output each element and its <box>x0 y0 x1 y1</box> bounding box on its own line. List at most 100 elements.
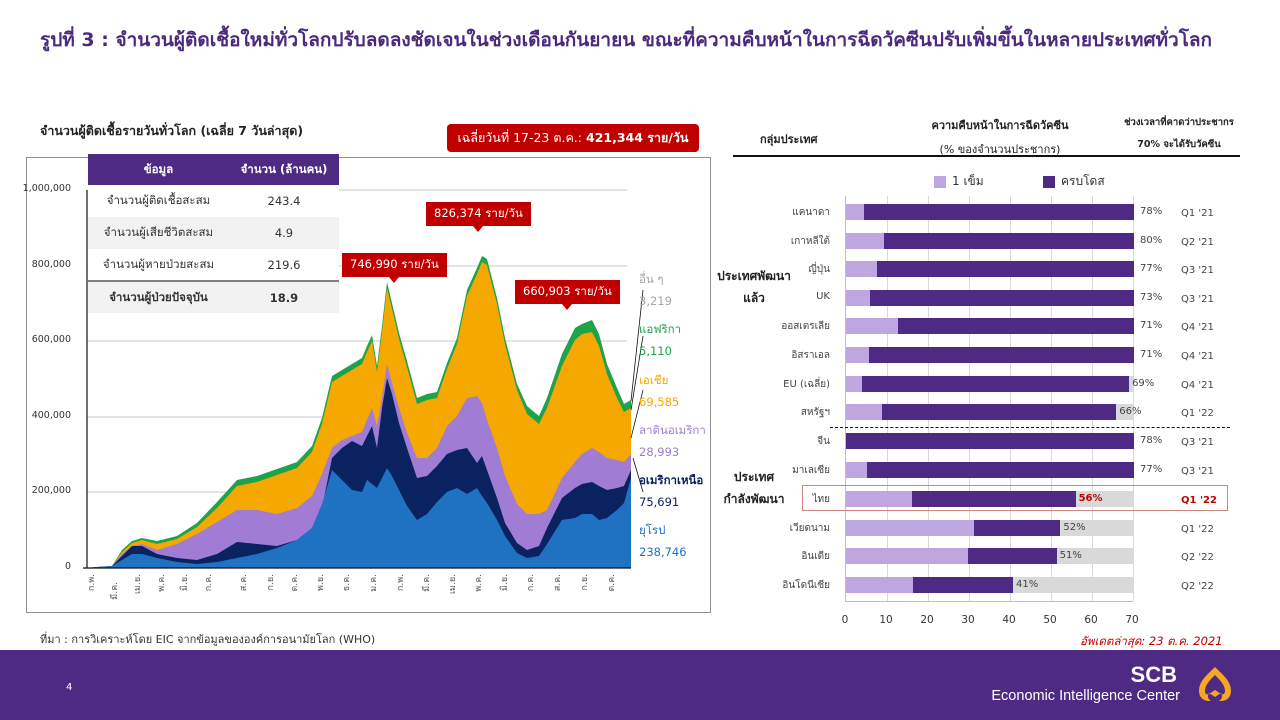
y-tick-200000: 200,000 <box>31 485 71 496</box>
stacked-area-chart <box>83 189 644 569</box>
eta-label: Q3 '21 <box>1181 466 1214 477</box>
y-tick-400000: 400,000 <box>31 410 71 421</box>
x-tick: 70 <box>1125 614 1139 626</box>
legend-swatch-full-dose-icon <box>1043 175 1055 188</box>
x-tick: 30 <box>961 614 975 626</box>
table-row: จำนวนผู้เสียชีวิตสะสม 4.9 <box>88 217 339 249</box>
bar-full-dose <box>866 462 1134 478</box>
legend-swatch-one-dose-icon <box>934 175 946 188</box>
country-label: เกาหลีใต้ <box>790 236 830 247</box>
brand-subtitle: Economic Intelligence Center <box>991 688 1180 704</box>
leader-lines <box>630 289 644 493</box>
region-label-latin-america: ลาตินอเมริกา 28,993 <box>639 423 706 459</box>
country-label: อินเดีย <box>801 551 830 562</box>
table-header-data: ข้อมูล <box>88 154 229 185</box>
bar-total-pct: 56% <box>1078 493 1103 504</box>
header-rule <box>733 155 1240 157</box>
x-tick: 60 <box>1084 614 1098 626</box>
country-label: EU (เฉลี่ย) <box>783 379 830 390</box>
bar-full-dose <box>912 491 1076 507</box>
legend-full-dose: ครบโดส <box>1043 172 1105 191</box>
x-tick: ก.ค. <box>526 574 536 592</box>
bar-row <box>846 404 1134 420</box>
peak-callout-3: 660,903 ราย/วัน <box>515 280 620 310</box>
country-label: ไทย <box>812 494 830 505</box>
bar-total-pct: 69% <box>1132 378 1155 389</box>
group-label-developed: ประเทศพัฒนา แล้ว <box>717 269 791 305</box>
bar-one-dose <box>846 290 870 306</box>
bar-one-dose <box>846 491 913 507</box>
x-tick: ก.พ. <box>396 574 406 592</box>
bar-row <box>846 577 1134 593</box>
eta-label: Q1 '22 <box>1181 495 1217 506</box>
bar-one-dose <box>846 462 867 478</box>
bar-total-pct: 80% <box>1140 235 1163 246</box>
scb-lotus-logo-icon <box>1199 667 1231 701</box>
bar-one-dose <box>846 404 883 420</box>
bar-total-pct: 52% <box>1063 522 1086 533</box>
bar-total-pct: 77% <box>1140 263 1163 274</box>
legend-one-dose: 1 เข็ม <box>934 172 984 191</box>
bar-full-dose <box>884 233 1134 249</box>
bar-total-pct: 51% <box>1059 550 1082 561</box>
bar-row <box>846 233 1134 249</box>
footer-bar: 4 SCB Economic Intelligence Center <box>0 650 1280 720</box>
country-label: เวียดนาม <box>789 523 830 534</box>
eta-label: Q2 '22 <box>1181 552 1214 563</box>
bar-one-dose <box>846 577 914 593</box>
bar-full-dose <box>973 520 1061 536</box>
x-tick: ม.ค. <box>369 574 379 592</box>
y-tick-600000: 600,000 <box>31 334 71 345</box>
country-label: อิสราเอล <box>791 350 830 361</box>
x-tick: ธ.ค. <box>342 574 352 592</box>
peak-callout-2: 826,374 ราย/วัน <box>426 202 531 232</box>
bar-row <box>846 347 1134 363</box>
y-tick-0: 0 <box>64 561 71 572</box>
col-header-eta: ช่วงเวลาที่คาดว่าประชากร 70% จะได้รับวัค… <box>1124 117 1234 150</box>
area-europe <box>87 468 631 568</box>
eta-label: Q1 '22 <box>1181 524 1214 535</box>
y-tick-1000000: 1,000,000 <box>22 183 71 194</box>
eta-label: Q4 '21 <box>1181 322 1214 333</box>
summary-table: ข้อมูล จำนวน (ล้านคน) จำนวนผู้ติดเชื้อสะ… <box>88 154 339 313</box>
bar-total-pct: 78% <box>1140 435 1163 446</box>
eta-label: Q3 '21 <box>1181 265 1214 276</box>
peak-callout-1: 746,990 ราย/วัน <box>342 253 447 283</box>
x-tick: เม.ย. <box>448 574 458 595</box>
left-chart-subtitle: จำนวนผู้ติดเชื้อรายวันทั่วโลก (เฉลี่ย 7 … <box>40 123 304 138</box>
bar-full-dose <box>882 404 1117 420</box>
x-tick: ก.ย. <box>580 574 590 591</box>
bar-full-dose <box>862 376 1130 392</box>
bar-total-pct: 66% <box>1119 406 1142 417</box>
bar-row <box>846 290 1134 306</box>
bar-one-dose <box>846 318 899 334</box>
bar-one-dose <box>846 347 870 363</box>
country-label: มาเลเซีย <box>792 465 830 476</box>
bar-full-dose <box>898 318 1134 334</box>
table-header-amount: จำนวน (ล้านคน) <box>228 154 339 185</box>
daily-cases-chart-frame: 1,000,000 800,000 600,000 400,000 200,00… <box>23 157 711 613</box>
thailand-highlight-box <box>802 485 1228 511</box>
average-badge-value: 421,344 ราย/วัน <box>586 130 689 145</box>
country-label: ออสเตรเลีย <box>781 321 830 332</box>
bar-one-dose <box>846 204 865 220</box>
table-row: จำนวนผู้หายป่วยสะสม 219.6 <box>88 249 339 281</box>
bar-total-pct: 73% <box>1140 292 1163 303</box>
bar-full-dose <box>869 347 1134 363</box>
region-label-asia: เอเชีย 69,585 <box>639 373 680 409</box>
x-tick: มี.ค. <box>110 582 120 600</box>
bar-one-dose <box>846 261 877 277</box>
source-note: ที่มา : การวิเคราะห์โดย EIC จากข้อมูลของ… <box>40 633 376 646</box>
eta-label: Q1 '21 <box>1181 208 1214 219</box>
x-tick: 0 <box>841 614 849 626</box>
bar-full-dose <box>968 548 1057 564</box>
bar-one-dose <box>846 548 969 564</box>
eta-label: Q2 '21 <box>1181 237 1214 248</box>
bar-total-pct: 71% <box>1140 320 1163 331</box>
region-label-africa: แอฟริกา 5,110 <box>639 322 682 358</box>
x-tick: ก.พ. <box>87 574 97 592</box>
country-label: UK <box>816 291 830 302</box>
bar-full-dose <box>869 290 1134 306</box>
bar-row <box>846 318 1134 334</box>
eta-label: Q3 '21 <box>1181 437 1214 448</box>
